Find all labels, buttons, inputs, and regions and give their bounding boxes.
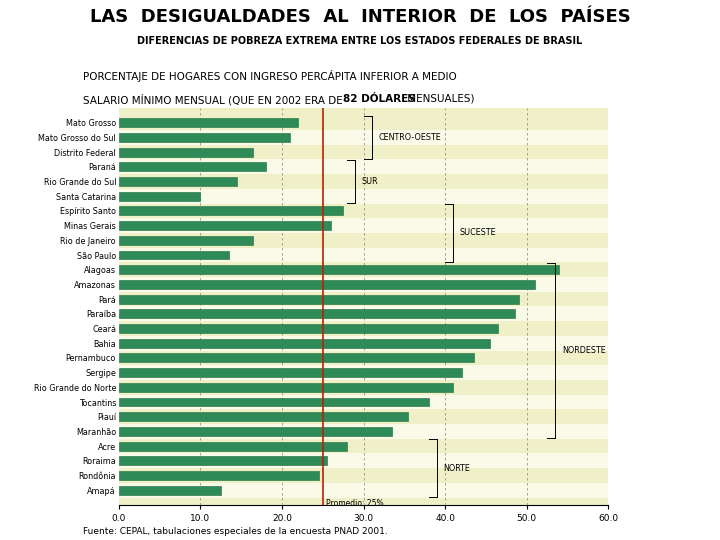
Bar	[119, 130, 608, 145]
Bar	[119, 468, 608, 483]
Bar	[119, 365, 608, 380]
Bar	[119, 251, 229, 259]
Bar	[119, 248, 608, 262]
Bar	[119, 295, 518, 303]
Bar	[119, 350, 608, 365]
Bar	[119, 265, 559, 274]
Text: PORCENTAJE DE HOGARES CON INGRESO PERCÁPITA INFERIOR A MEDIO: PORCENTAJE DE HOGARES CON INGRESO PERCÁP…	[83, 70, 456, 82]
Bar	[119, 177, 237, 186]
Text: Promedio: 25%: Promedio: 25%	[326, 499, 384, 508]
Bar	[119, 321, 608, 336]
Text: 82 DÓLARES: 82 DÓLARES	[343, 93, 415, 104]
Bar	[119, 336, 608, 350]
Text: DIFERENCIAS DE POBREZA EXTREMA ENTRE LOS ESTADOS FEDERALES DE BRASIL: DIFERENCIAS DE POBREZA EXTREMA ENTRE LOS…	[138, 36, 582, 46]
Text: SALARIO MÍNIMO MENSUAL (QUE EN 2002 ERA DE: SALARIO MÍNIMO MENSUAL (QUE EN 2002 ERA …	[83, 93, 346, 105]
Bar	[119, 204, 608, 218]
Bar	[119, 395, 608, 409]
Bar	[119, 456, 327, 465]
Text: SUCESTE: SUCESTE	[460, 228, 497, 238]
Bar	[119, 354, 474, 362]
Bar	[119, 262, 608, 277]
Text: Fuente: CEPAL, tabulaciones especiales de la encuesta PNAD 2001.: Fuente: CEPAL, tabulaciones especiales d…	[83, 526, 387, 536]
Bar	[119, 118, 298, 127]
Bar	[119, 309, 515, 318]
Bar	[119, 471, 319, 480]
Bar	[119, 397, 429, 407]
Text: SUR: SUR	[362, 177, 379, 186]
Bar	[119, 380, 608, 395]
Bar	[119, 174, 608, 189]
Bar	[119, 442, 347, 450]
Bar	[119, 486, 221, 495]
Bar	[119, 206, 343, 215]
Bar	[119, 145, 608, 159]
Bar	[119, 383, 454, 391]
Bar	[119, 236, 253, 245]
Bar	[119, 409, 608, 424]
Bar	[119, 324, 498, 333]
Bar	[119, 163, 266, 171]
Bar	[119, 148, 253, 157]
Bar	[119, 233, 608, 248]
Text: MENSUALES): MENSUALES)	[404, 93, 474, 104]
Bar	[119, 339, 490, 348]
Bar	[119, 454, 608, 468]
Bar	[119, 189, 608, 204]
Bar	[119, 292, 608, 307]
Bar	[119, 218, 608, 233]
Bar	[119, 368, 462, 377]
Text: CENTRO-OESTE: CENTRO-OESTE	[378, 133, 441, 142]
Text: NORDESTE: NORDESTE	[562, 346, 606, 355]
Bar	[119, 221, 331, 230]
Text: LAS  DESIGUALDADES  AL  INTERIOR  DE  LOS  PAÍSES: LAS DESIGUALDADES AL INTERIOR DE LOS PAÍ…	[89, 8, 631, 26]
Bar	[119, 424, 608, 438]
Bar	[119, 133, 290, 142]
Bar	[119, 413, 408, 421]
Bar	[119, 192, 200, 201]
Text: NORTE: NORTE	[444, 464, 470, 472]
Bar	[119, 159, 608, 174]
Bar	[119, 483, 608, 497]
Bar	[119, 280, 535, 289]
Bar	[119, 307, 608, 321]
Bar	[119, 116, 608, 130]
Bar	[119, 427, 392, 436]
Bar	[119, 277, 608, 292]
Bar	[119, 438, 608, 454]
